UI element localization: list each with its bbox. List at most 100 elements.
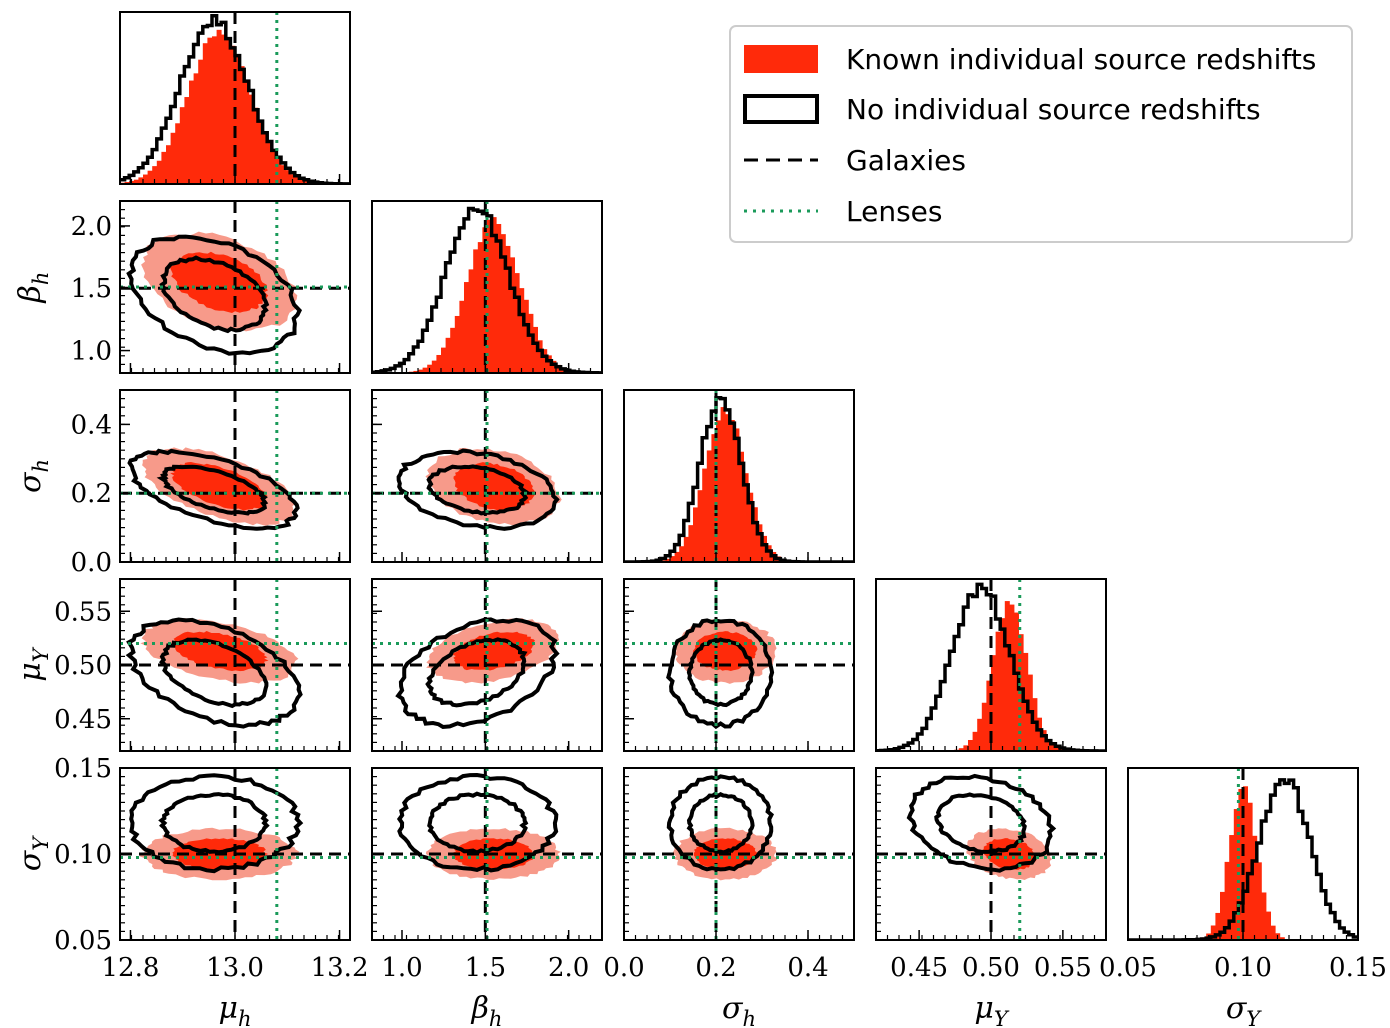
known-hist-bar: [1233, 809, 1239, 940]
known-hist-bar: [1009, 604, 1015, 751]
x-tick-label: 0.0: [603, 953, 644, 983]
panel-2-2: [623, 389, 855, 563]
known-hist-bar: [450, 327, 456, 373]
panel-1-0: 1.0 1.5 2.0: [71, 200, 351, 374]
x-tick-label: 0.10: [1214, 953, 1272, 983]
known-hist-bar: [674, 551, 680, 562]
x-tick-label: 0.45: [890, 953, 948, 983]
known-hist-bar: [748, 492, 754, 562]
known-hist-bar: [267, 142, 273, 184]
known-hist-bar: [1004, 601, 1010, 751]
known-hist-bar: [308, 181, 314, 184]
panel-2-1: [371, 389, 603, 563]
known-hist-bar: [1041, 730, 1047, 751]
known-hist-bar: [198, 59, 204, 184]
known-contour-inner: [170, 251, 269, 313]
none-contour-outer: [127, 448, 300, 531]
known-hist-bar: [207, 37, 213, 184]
known-hist-bar: [1224, 861, 1230, 940]
known-hist-bar: [706, 450, 712, 562]
known-hist-bar: [1266, 911, 1271, 940]
panel-3-2: [623, 578, 855, 752]
known-hist-bar: [958, 748, 964, 751]
none-hist-step: [876, 582, 1106, 751]
known-hist-bar: [179, 107, 185, 184]
y-tick-label: 2.0: [71, 212, 112, 242]
none-contour-outer: [666, 774, 775, 872]
known-hist-bar: [510, 257, 515, 373]
known-hist-bar: [445, 337, 451, 373]
none-contour-inner: [159, 255, 270, 334]
known-hist-bar: [702, 468, 708, 562]
y-tick-label: 1.5: [71, 274, 112, 304]
known-hist-bar: [193, 73, 199, 184]
legend-label: Galaxies: [846, 144, 966, 177]
x-tick-label: 0.15: [1329, 953, 1387, 983]
known-hist-bar: [968, 740, 973, 751]
known-hist-bar: [739, 451, 744, 562]
known-contour-inner: [453, 462, 536, 511]
known-hist-bar: [542, 349, 548, 373]
known-hist-bar: [972, 731, 978, 751]
known-hist-bar: [294, 177, 300, 184]
panel-content: [876, 579, 1106, 751]
known-hist-bar: [1261, 892, 1267, 940]
known-hist-bar: [963, 745, 969, 751]
axis-label: σh: [722, 991, 756, 1028]
known-hist-bar: [720, 407, 726, 562]
axis-label: σΥ: [1226, 991, 1262, 1028]
known-hist-bar: [413, 370, 419, 373]
panel-content: [372, 579, 602, 751]
known-hist-bar: [1238, 788, 1244, 940]
panel-content: [624, 390, 854, 562]
known-hist-bar: [304, 180, 309, 184]
known-hist-bar: [716, 420, 721, 562]
known-hist-bar: [519, 288, 525, 373]
known-hist-bar: [239, 66, 245, 184]
legend-swatch-known: [744, 45, 818, 73]
none-contour-outer: [126, 234, 303, 356]
none-contour-outer: [129, 773, 304, 874]
known-hist-bar: [1037, 717, 1042, 751]
known-hist-bar: [533, 326, 538, 373]
x-tick-label: 1.5: [465, 953, 506, 983]
x-tick-label: 2.0: [548, 953, 589, 983]
y-tick-label: 0.15: [54, 754, 112, 784]
known-hist-bar: [170, 132, 176, 184]
x-tick-label: 13.0: [206, 953, 264, 983]
known-hist-bar: [281, 165, 286, 184]
known-hist-bar: [734, 428, 740, 562]
known-hist-bar: [253, 107, 259, 184]
known-hist-bar: [184, 97, 190, 184]
none-contour-inner: [425, 637, 528, 708]
panel-content: [372, 390, 602, 562]
panel-4-0: 12.8 13.0 13.2 0.05 0.10 0.15: [54, 754, 368, 983]
panel-content: [120, 768, 350, 940]
known-hist-bar: [212, 36, 217, 184]
panels: 1.0 1.5 2.0 0.0 0.2 0.4 0.45 0.50 0.55 12.8 13.0 13…: [13, 11, 1387, 1028]
known-hist-bar: [431, 360, 437, 373]
x-tick-label: 0.50: [962, 953, 1020, 983]
x-tick-label: 0.2: [695, 953, 736, 983]
known-hist-bar: [1247, 802, 1253, 940]
none-contour-inner: [158, 637, 269, 709]
known-hist-bar: [688, 525, 694, 562]
none-contour-inner: [686, 791, 755, 855]
panel-1-1: [371, 200, 603, 374]
known-hist-bar: [500, 234, 506, 373]
known-hist-bar: [235, 54, 240, 184]
known-hist-bar: [271, 151, 277, 184]
none-contour-inner: [934, 792, 1027, 854]
axis-label: μh: [218, 991, 251, 1028]
known-hist-bar: [1215, 912, 1221, 940]
y-tick-label: 0.55: [54, 597, 112, 627]
legend-item: Lenses: [744, 195, 942, 228]
legend-swatch-none: [743, 94, 819, 124]
none-contour-outer: [906, 773, 1057, 873]
legend: Known individual source redshifts No indi…: [729, 25, 1353, 243]
panel-4-1: 1.0 1.5 2.0: [371, 767, 603, 983]
y-tick-label: 1.0: [71, 337, 112, 367]
none-contour-outer: [125, 617, 303, 729]
none-contour-inner: [426, 464, 529, 516]
x-tick-label: 12.8: [102, 953, 160, 983]
